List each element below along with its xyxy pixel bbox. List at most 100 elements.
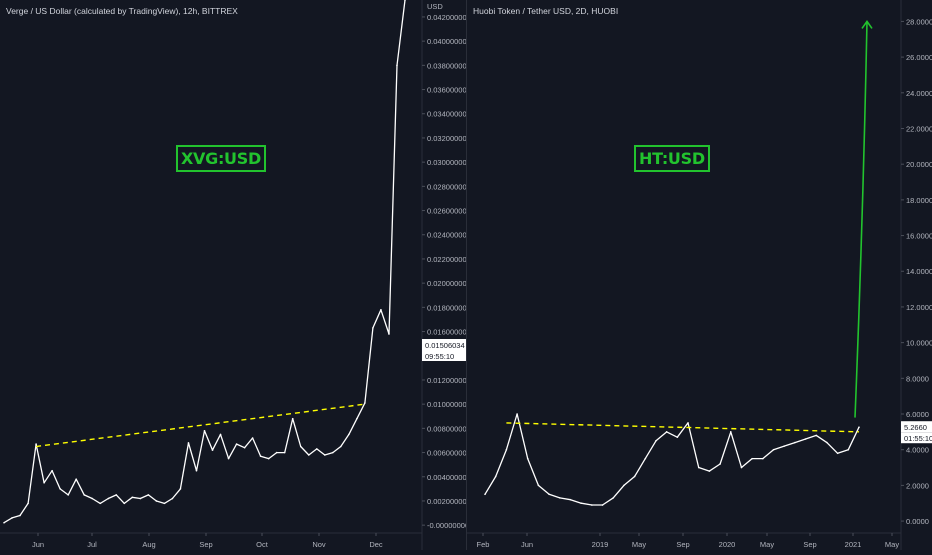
y-tick-label: 0.01200000 [427, 376, 466, 385]
price-point [772, 448, 775, 451]
price-point [75, 478, 77, 480]
ticker-label: HT:USD [634, 145, 710, 172]
price-point [858, 426, 860, 429]
price-point [283, 451, 286, 454]
chart-ht[interactable]: Huobi Token / Tether USD, 2D, HUOBI HT:U… [466, 0, 932, 550]
price-point [203, 429, 206, 432]
price-point [147, 494, 150, 496]
price-point [235, 443, 238, 445]
price-point [548, 493, 550, 496]
x-tick-label: Oct [256, 540, 269, 549]
x-tick-label: Feb [477, 540, 490, 549]
price-point [826, 441, 828, 444]
y-tick-label: 0.02000000 [427, 279, 466, 288]
price-point [67, 494, 69, 496]
x-tick-label: Aug [142, 540, 155, 549]
price-point [243, 446, 246, 449]
y-tick-label: 0.03400000 [427, 110, 466, 119]
price-point [187, 442, 190, 444]
price-point [51, 469, 53, 472]
price-point [299, 445, 302, 448]
price-point [516, 413, 518, 415]
price-point [219, 433, 222, 436]
y-tick-label: 20.0000 [906, 160, 932, 169]
x-tick-label: 2019 [592, 540, 609, 549]
price-point [580, 502, 582, 505]
price-point [3, 521, 5, 524]
chart-plot[interactable]: 28.0000 26.0000 24.0000 22.0000 20.0000 18.00… [467, 0, 932, 550]
y-tick-label: 28.0000 [906, 17, 932, 26]
y-tick-label: 6.0000 [906, 410, 929, 419]
price-point [83, 494, 85, 496]
price-point [836, 452, 839, 455]
price-point [91, 497, 94, 500]
y-tick-label: 0.03000000 [427, 158, 466, 167]
price-point [740, 466, 743, 469]
price-point [569, 498, 572, 501]
price-point [665, 431, 668, 433]
price-point [559, 497, 561, 499]
y-tick-label: 4.0000 [906, 446, 929, 455]
price-point [591, 504, 593, 506]
price-point [815, 434, 818, 437]
price-point [804, 438, 807, 440]
price-series-line [3, 0, 406, 524]
y-tick-label: 0.02800000 [427, 182, 466, 191]
y-tick-label: 0.00800000 [427, 424, 466, 433]
chart-plot[interactable]: 0.04200000 0.04000000 0.03800000 0.03600000… [0, 0, 470, 550]
price-point [315, 448, 318, 450]
price-point [708, 470, 711, 472]
x-tick-label: Jun [32, 540, 44, 549]
chart-xvg[interactable]: Verge / US Dollar (calculated by Trading… [0, 0, 470, 550]
price-point [59, 488, 61, 490]
y-tick-label: 0.04200000 [427, 13, 466, 22]
x-tick-label: May [632, 540, 646, 549]
price-point [601, 504, 604, 506]
x-tick-label: May [760, 540, 774, 549]
y-tick-label: 14.0000 [906, 267, 932, 276]
price-point [356, 417, 358, 420]
x-tick-label: May [885, 540, 899, 549]
y-tick-label: 0.02400000 [427, 231, 466, 240]
ticker-label: XVG:USD [176, 145, 266, 172]
price-point [340, 445, 342, 448]
trendline [506, 422, 860, 433]
price-point [211, 449, 214, 451]
price-point [123, 502, 126, 505]
y-tick-label: 24.0000 [906, 89, 932, 98]
price-point [484, 493, 486, 496]
price-point [633, 475, 636, 478]
y-tick-label: 0.01600000 [427, 328, 466, 337]
projection-arrow [854, 21, 868, 418]
price-point [537, 484, 540, 487]
price-point [179, 488, 182, 490]
price-point [259, 455, 262, 457]
x-tick-label: Sep [676, 540, 689, 549]
price-point [794, 441, 796, 444]
price-point [372, 327, 374, 329]
price-point [348, 433, 350, 436]
price-point [291, 417, 294, 420]
y-tick-label: 18.0000 [906, 196, 932, 205]
y-tick-label: 0.02200000 [427, 255, 466, 264]
price-point [267, 457, 270, 460]
price-point [155, 500, 158, 502]
price-point [655, 439, 657, 442]
price-point [404, 0, 406, 1]
countdown-label: 01:55:10 [904, 434, 932, 443]
price-point [171, 497, 174, 500]
x-tick-label: Jun [521, 540, 533, 549]
price-point [35, 443, 37, 445]
countdown-label-bg [901, 432, 932, 444]
x-tick-label: Nov [312, 540, 326, 549]
price-point [526, 457, 529, 460]
price-point [332, 451, 334, 454]
price-point [11, 517, 13, 519]
y-unit-label: USD [427, 2, 443, 11]
y-tick-label: 2.0000 [906, 481, 929, 490]
price-point [324, 454, 326, 456]
price-point [719, 463, 721, 465]
price-point [396, 64, 398, 67]
price-point [195, 469, 198, 472]
price-point [227, 457, 230, 460]
